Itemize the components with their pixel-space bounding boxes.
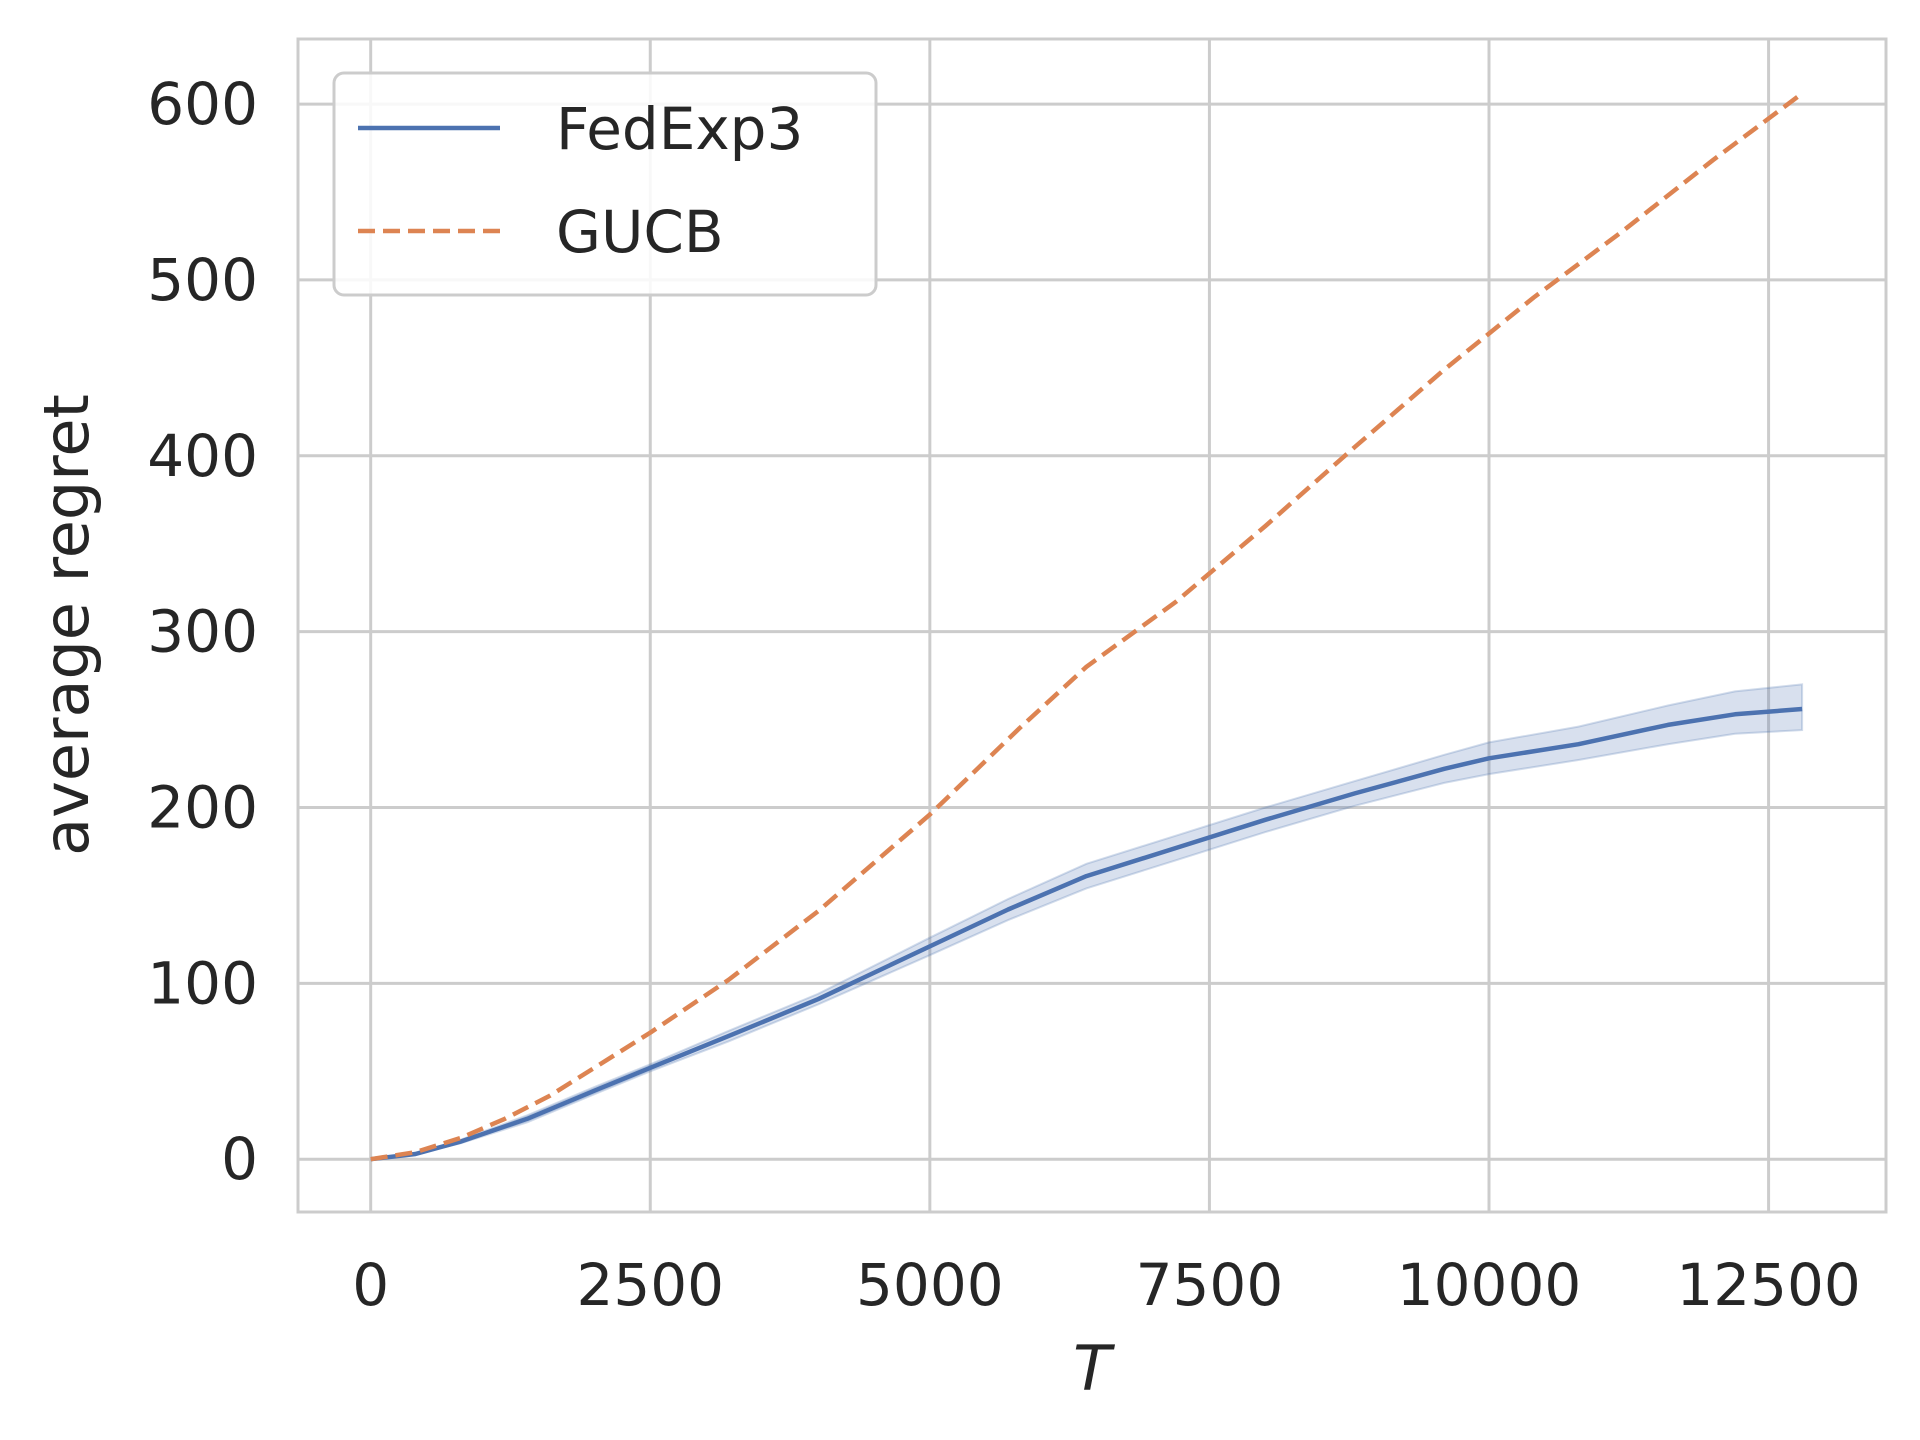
x-tick-label: 5000 xyxy=(856,1251,1004,1319)
grid xyxy=(298,39,1886,1212)
y-tick-label: 200 xyxy=(147,774,258,842)
legend-label-fedexp3: FedExp3 xyxy=(556,95,803,163)
y-tick-label: 400 xyxy=(147,422,258,490)
y-tick-label: 0 xyxy=(221,1125,258,1193)
x-tick-label: 10000 xyxy=(1397,1251,1582,1319)
legend-label-gucb: GUCB xyxy=(556,198,724,266)
plot-frame xyxy=(296,37,1888,1214)
y-tick-labels: 0 100 200 300 400 500 600 xyxy=(147,70,258,1193)
legend: FedExp3 GUCB xyxy=(332,71,878,297)
series-lines xyxy=(370,91,1804,1162)
y-tick-label: 600 xyxy=(147,70,258,138)
x-tick-label: 7500 xyxy=(1136,1251,1284,1319)
x-axis-label: T xyxy=(1073,1332,1115,1405)
x-tick-label: 12500 xyxy=(1676,1251,1861,1319)
series-line-fedexp3 xyxy=(370,706,1803,1162)
y-axis-label: average regret xyxy=(30,394,103,856)
y-tick-label: 300 xyxy=(147,598,258,666)
confidence-bands xyxy=(370,683,1804,1161)
series-line-gucb xyxy=(370,91,1804,1162)
y-tick-label: 100 xyxy=(147,949,258,1017)
confidence-band-fedexp3 xyxy=(370,683,1804,1161)
x-tick-label: 2500 xyxy=(576,1251,724,1319)
y-tick-label: 500 xyxy=(147,246,258,314)
x-tick-label: 0 xyxy=(352,1251,389,1319)
x-tick-labels: 0 2500 5000 7500 10000 12500 xyxy=(352,1251,1861,1319)
